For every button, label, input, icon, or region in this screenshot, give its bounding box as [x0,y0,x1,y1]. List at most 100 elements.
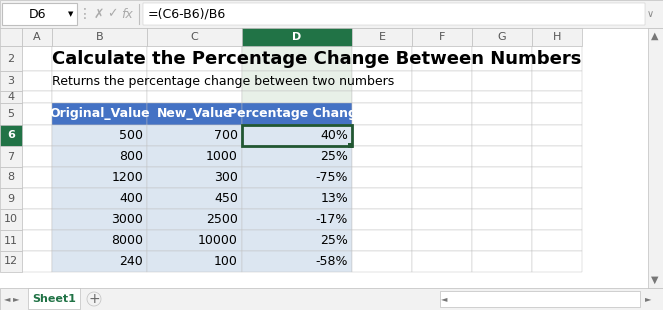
Text: 400: 400 [119,192,143,205]
Text: Calculate the Percentage Change Between Numbers: Calculate the Percentage Change Between … [52,50,581,68]
Text: 700: 700 [214,129,238,142]
Bar [242,91,352,103]
Bar [242,230,352,251]
Bar [412,230,472,251]
Text: ►: ► [644,294,651,303]
Bar [147,125,242,146]
Bar [532,251,582,272]
Bar [352,91,412,103]
Text: H: H [553,32,561,42]
Bar [412,46,472,71]
Text: ►: ► [13,294,19,303]
Bar [0,28,663,288]
Text: 8: 8 [7,172,15,183]
Bar [22,91,52,103]
Bar [412,146,472,167]
Bar [472,209,532,230]
Text: 25%: 25% [320,234,348,247]
Bar [352,230,412,251]
Bar [532,167,582,188]
Bar [22,167,52,188]
Text: 13%: 13% [320,192,348,205]
Bar [242,71,352,91]
Bar [532,28,582,46]
Bar [147,188,242,209]
Text: ◄: ◄ [4,294,10,303]
Bar [52,91,147,103]
Text: 12: 12 [4,256,18,267]
Text: C: C [191,32,198,42]
Text: B: B [95,32,103,42]
Bar [412,103,472,125]
Bar [472,91,532,103]
Bar [440,291,640,307]
Bar [532,230,582,251]
Bar [0,71,22,91]
Text: ✗: ✗ [93,7,104,20]
Bar [412,125,472,146]
Bar [52,28,147,46]
Text: 10000: 10000 [198,234,238,247]
Bar [0,103,22,125]
Bar [52,71,147,91]
Text: F: F [439,32,445,42]
Bar [352,125,412,146]
Bar [472,125,532,146]
Bar [412,91,472,103]
Text: ∨: ∨ [646,9,654,19]
Bar [22,46,52,71]
Bar [532,103,582,125]
Bar [0,167,22,188]
Text: 40%: 40% [320,129,348,142]
Bar [532,209,582,230]
Text: 500: 500 [119,129,143,142]
Text: -58%: -58% [316,255,348,268]
Text: +: + [88,292,100,306]
Text: 2: 2 [7,54,15,64]
Bar [147,71,242,91]
Bar [147,209,242,230]
Text: A: A [33,32,41,42]
Bar [22,251,52,272]
Bar [0,28,22,46]
Bar [147,251,242,272]
Bar [472,230,532,251]
Bar [352,146,412,167]
Bar [147,146,242,167]
Bar [22,125,52,146]
Bar [352,103,412,125]
Text: Sheet1: Sheet1 [32,294,76,304]
Bar [52,209,147,230]
Text: 100: 100 [214,255,238,268]
Bar [147,46,242,71]
Bar [472,46,532,71]
Text: 9: 9 [7,193,15,203]
Bar [348,143,353,148]
Text: Returns the percentage change between two numbers: Returns the percentage change between tw… [52,74,394,87]
Text: 11: 11 [4,236,18,246]
Bar [147,230,242,251]
Text: 450: 450 [214,192,238,205]
Bar [22,103,52,125]
Bar [472,71,532,91]
Bar [0,125,22,146]
Bar [22,188,52,209]
Bar [0,91,22,103]
Text: ◄: ◄ [441,294,448,303]
Text: ⋮: ⋮ [78,7,92,21]
Bar [412,209,472,230]
Bar [0,46,22,71]
Text: 7: 7 [7,152,15,162]
Text: G: G [498,32,507,42]
Bar [412,251,472,272]
Bar [242,146,352,167]
Bar [472,188,532,209]
Bar [412,167,472,188]
Bar [22,28,52,46]
Bar [0,188,22,209]
Text: 6: 6 [7,131,15,140]
Bar [52,146,147,167]
Bar [0,146,22,167]
Circle shape [87,292,101,306]
Bar [242,28,352,46]
